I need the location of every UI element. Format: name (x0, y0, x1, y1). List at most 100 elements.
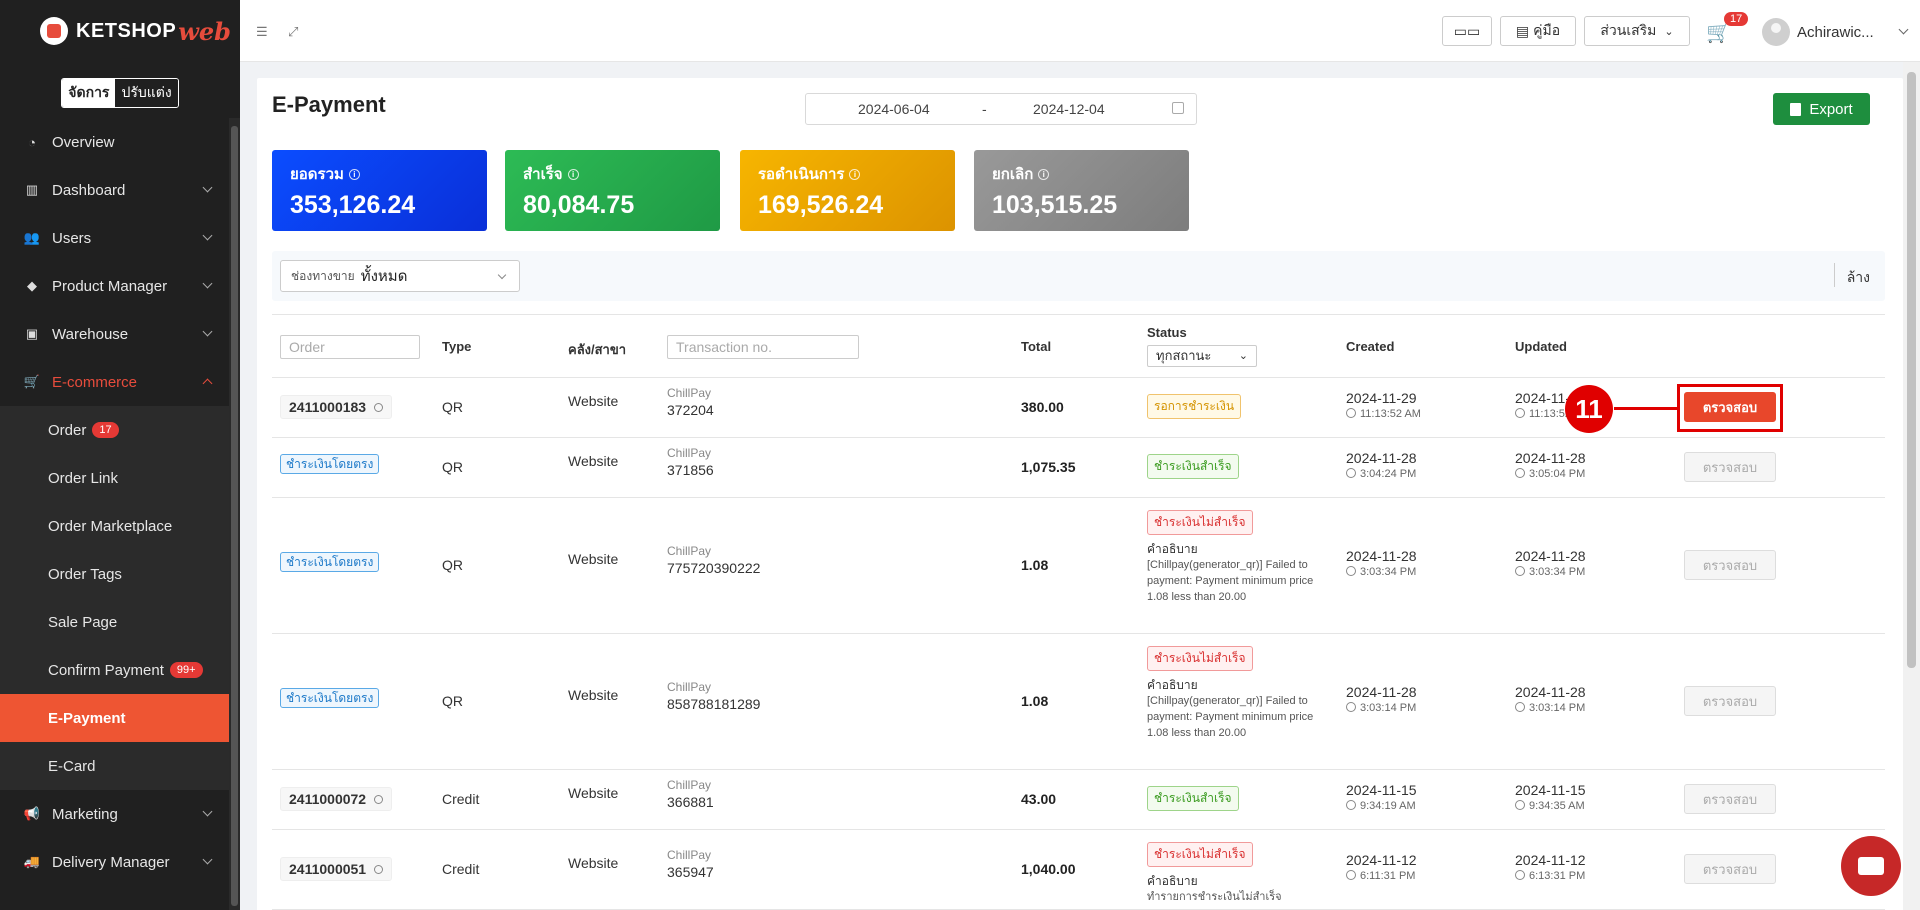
transaction-filter-input[interactable]: Transaction no. (667, 335, 859, 359)
updated-cell: 2024-11-15 9:34:35 AM (1515, 782, 1635, 812)
check-button[interactable]: ตรวจสอบ (1684, 784, 1776, 814)
logo[interactable]: KETSHOP web (0, 0, 240, 62)
date-from[interactable]: 2024-06-04 (858, 101, 930, 117)
cart-icon: 🛒 (23, 374, 41, 389)
sidebar-item-marketing[interactable]: 📢 Marketing (0, 790, 229, 838)
sidebar-item-order-marketplace[interactable]: Order Marketplace (0, 502, 229, 550)
user-name[interactable]: Achirawic... (1797, 24, 1874, 41)
cart-icon[interactable]: 🛒 (1706, 22, 1731, 44)
sidebar-item-label: Warehouse (52, 325, 129, 343)
sidebar-item-label: Order Tags (48, 565, 122, 583)
order-filter-input[interactable]: Order (280, 335, 420, 359)
type-cell: Credit (442, 861, 480, 877)
check-button[interactable]: ตรวจสอบ (1684, 452, 1776, 482)
action-cell: ตรวจสอบ (1684, 392, 1776, 422)
info-icon[interactable]: i (1038, 168, 1050, 180)
sidebar-item-overview[interactable]: ◔ Overview (0, 118, 229, 166)
sidebar-scrollbar[interactable] (229, 118, 240, 910)
info-icon[interactable]: i (348, 168, 360, 180)
sidebar-item-label: E-Payment (48, 709, 126, 727)
direct-payment-badge: ชำระเงินโดยตรง (280, 688, 380, 708)
clear-filter-button[interactable]: ล้าง (1846, 269, 1870, 285)
type-cell: QR (442, 693, 463, 709)
sidebar-item-label: Marketing (52, 805, 118, 823)
sidebar-item-order-tags[interactable]: Order Tags (0, 550, 229, 598)
sidebar-item-label: E-Card (48, 757, 96, 775)
transaction-number: 372204 (667, 402, 714, 418)
header-type: Type (442, 339, 472, 354)
language-button[interactable]: ▭▭ (1442, 16, 1492, 46)
chevron-down-icon: ⌄ (1664, 25, 1674, 38)
check-button[interactable]: ตรวจสอบ (1684, 854, 1776, 884)
calendar-icon[interactable] (1172, 102, 1184, 114)
fullscreen-icon[interactable]: ⤢ (288, 24, 299, 39)
status-description: คำอธิบาย [Chillpay(generator_qr)] Failed … (1147, 677, 1317, 741)
header-updated: Updated (1515, 339, 1567, 354)
order-cell: 2411000183 (280, 395, 393, 419)
total-cell: 1,075.35 (1021, 459, 1076, 475)
manual-button[interactable]: ▤ คู่มือ (1500, 16, 1576, 46)
confirm-payment-badge: 99+ (169, 662, 203, 678)
step-connector-line (1614, 407, 1679, 410)
updated-time: 3:03:14 PM (1515, 702, 1635, 714)
transaction-cell: ChillPay 858788181289 (667, 680, 760, 712)
sidebar-item-delivery-manager[interactable]: 🚚 Delivery Manager (0, 838, 229, 886)
page-scrollbar[interactable] (1903, 62, 1920, 910)
info-icon[interactable]: i (567, 168, 579, 180)
topbar: ☰ ⤢ ▭▭ ▤ คู่มือ ส่วนเสริม ⌄ 🛒 17 Achirawic… (240, 0, 1920, 62)
mode-manage-button[interactable]: จัดการ (62, 79, 116, 107)
sidebar-item-dashboard[interactable]: ▥ Dashboard (0, 166, 229, 214)
sidebar-item-label: Dashboard (52, 181, 126, 199)
mode-customize-button[interactable]: ปรับแต่ง (115, 79, 178, 107)
gateway-name: ChillPay (667, 544, 712, 558)
check-button[interactable]: ตรวจสอบ (1684, 686, 1776, 716)
transaction-number: 365947 (667, 864, 714, 880)
channel-select[interactable]: ช่องทางขาย ทั้งหมด (280, 260, 520, 292)
card-label: ยอดรวม (290, 166, 344, 183)
sidebar-item-ecommerce[interactable]: 🛒 E-commerce (0, 358, 229, 406)
type-cell: QR (442, 399, 463, 415)
chat-button[interactable] (1841, 836, 1901, 896)
table-row: 2411000051 Credit Website ChillPay 365947… (272, 830, 1885, 910)
updated-time: 6:13:31 PM (1515, 870, 1635, 882)
status-badge: ชำระเงินไม่สำเร็จ (1147, 510, 1253, 535)
order-number-link[interactable]: 2411000183 (280, 395, 393, 419)
sidebar-item-confirm-payment[interactable]: Confirm Payment 99+ (0, 646, 229, 694)
addons-dropdown[interactable]: ส่วนเสริม ⌄ (1584, 16, 1690, 46)
export-button[interactable]: Export (1773, 93, 1870, 125)
info-icon[interactable]: i (849, 168, 861, 180)
check-button[interactable]: ตรวจสอบ (1684, 392, 1776, 422)
transaction-number: 371856 (667, 462, 714, 478)
sidebar-item-users[interactable]: 👥 Users (0, 214, 229, 262)
table-row: ชำระเงินโดยตรง QR Website ChillPay 371856… (272, 438, 1885, 498)
date-range-picker[interactable]: 2024-06-04 - 2024-12-04 (805, 93, 1197, 125)
order-number-link[interactable]: 2411000051 (280, 857, 393, 881)
chevron-down-icon (497, 270, 507, 280)
sidebar-item-sale-page[interactable]: Sale Page (0, 598, 229, 646)
main-content: E-Payment 2024-06-04 - 2024-12-04 Export… (257, 78, 1903, 910)
collapse-menu-icon[interactable]: ☰ (256, 24, 268, 39)
warehouse-icon: ▣ (25, 326, 39, 341)
total-cell: 1.08 (1021, 557, 1049, 573)
chevron-down-icon (202, 806, 213, 817)
chevron-down-icon (202, 326, 213, 337)
link-icon (374, 864, 384, 874)
sidebar-item-ecard[interactable]: E-Card (0, 742, 229, 790)
sidebar-item-order[interactable]: Order 17 (0, 406, 229, 454)
sidebar-item-product-manager[interactable]: ◆ Product Manager (0, 262, 229, 310)
created-time: 3:03:34 PM (1346, 566, 1417, 578)
status-cell: ชำระเงินไม่สำเร็จ คำอธิบาย ทำรายการชำระเงิ… (1147, 842, 1317, 905)
sidebar-item-warehouse[interactable]: ▣ Warehouse (0, 310, 229, 358)
created-date: 2024-11-15 (1346, 782, 1417, 798)
created-time: 3:04:24 PM (1346, 468, 1417, 480)
check-button[interactable]: ตรวจสอบ (1684, 550, 1776, 580)
sidebar-item-order-link[interactable]: Order Link (0, 454, 229, 502)
order-number-link[interactable]: 2411000072 (280, 787, 393, 811)
sidebar-item-epayment[interactable]: E-Payment (0, 694, 229, 742)
gateway-name: ChillPay (667, 848, 712, 862)
date-to[interactable]: 2024-12-04 (1033, 101, 1105, 117)
chevron-down-icon[interactable] (1898, 24, 1909, 35)
status-filter-select[interactable]: ทุกสถานะ ⌄ (1147, 345, 1257, 367)
status-badge: ชำระเงินไม่สำเร็จ (1147, 842, 1253, 867)
avatar[interactable] (1762, 18, 1790, 46)
